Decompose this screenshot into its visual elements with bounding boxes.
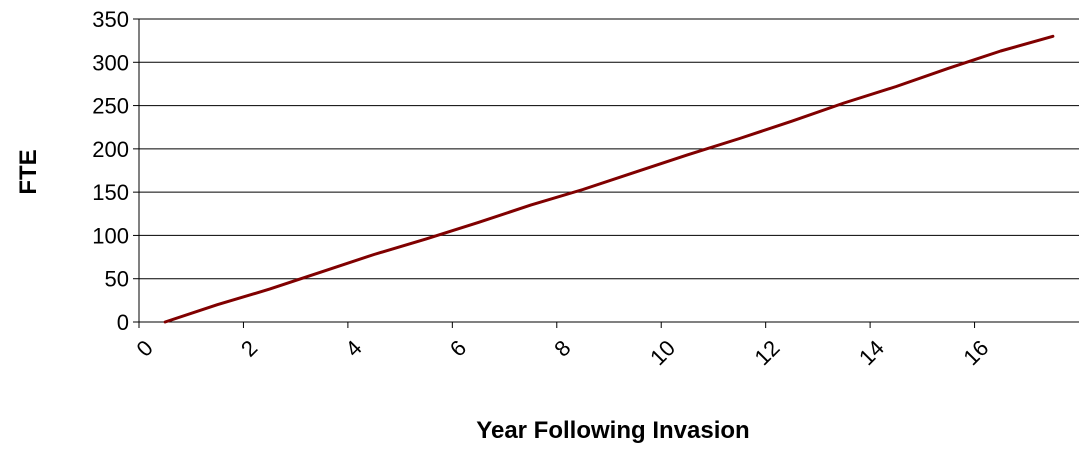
x-tick-label-0: 0 — [132, 335, 158, 361]
y-tick-label-50: 50 — [105, 267, 129, 292]
y-tick-label-250: 250 — [92, 94, 129, 119]
x-tick-label-16: 16 — [958, 335, 993, 370]
x-tick-label-6: 6 — [445, 335, 471, 361]
x-tick-label-4: 4 — [340, 335, 366, 361]
x-tick-label-14: 14 — [854, 335, 889, 370]
y-tick-label-150: 150 — [92, 180, 129, 205]
y-tick-label-300: 300 — [92, 50, 129, 75]
axes — [133, 18, 1079, 328]
tick-labels: 0 50 100 150 200 250 300 350 0 2 4 6 8 10 12 14 16 — [92, 7, 993, 370]
x-tick-label-2: 2 — [236, 335, 262, 361]
series — [163, 34, 1055, 324]
x-tick-label-8: 8 — [549, 335, 575, 361]
x-axis-title: Year Following Invasion — [476, 417, 749, 444]
y-tick-label-100: 100 — [92, 223, 129, 248]
x-tick-label-10: 10 — [645, 335, 680, 370]
x-tick-label-12: 12 — [750, 335, 785, 370]
gridlines — [139, 18, 1079, 280]
y-tick-label-200: 200 — [92, 137, 129, 162]
y-tick-label-0: 0 — [117, 310, 129, 335]
y-tick-label-350: 350 — [92, 7, 129, 32]
y-axis-title: FTE — [15, 149, 42, 194]
series-line-0 — [163, 34, 1055, 324]
